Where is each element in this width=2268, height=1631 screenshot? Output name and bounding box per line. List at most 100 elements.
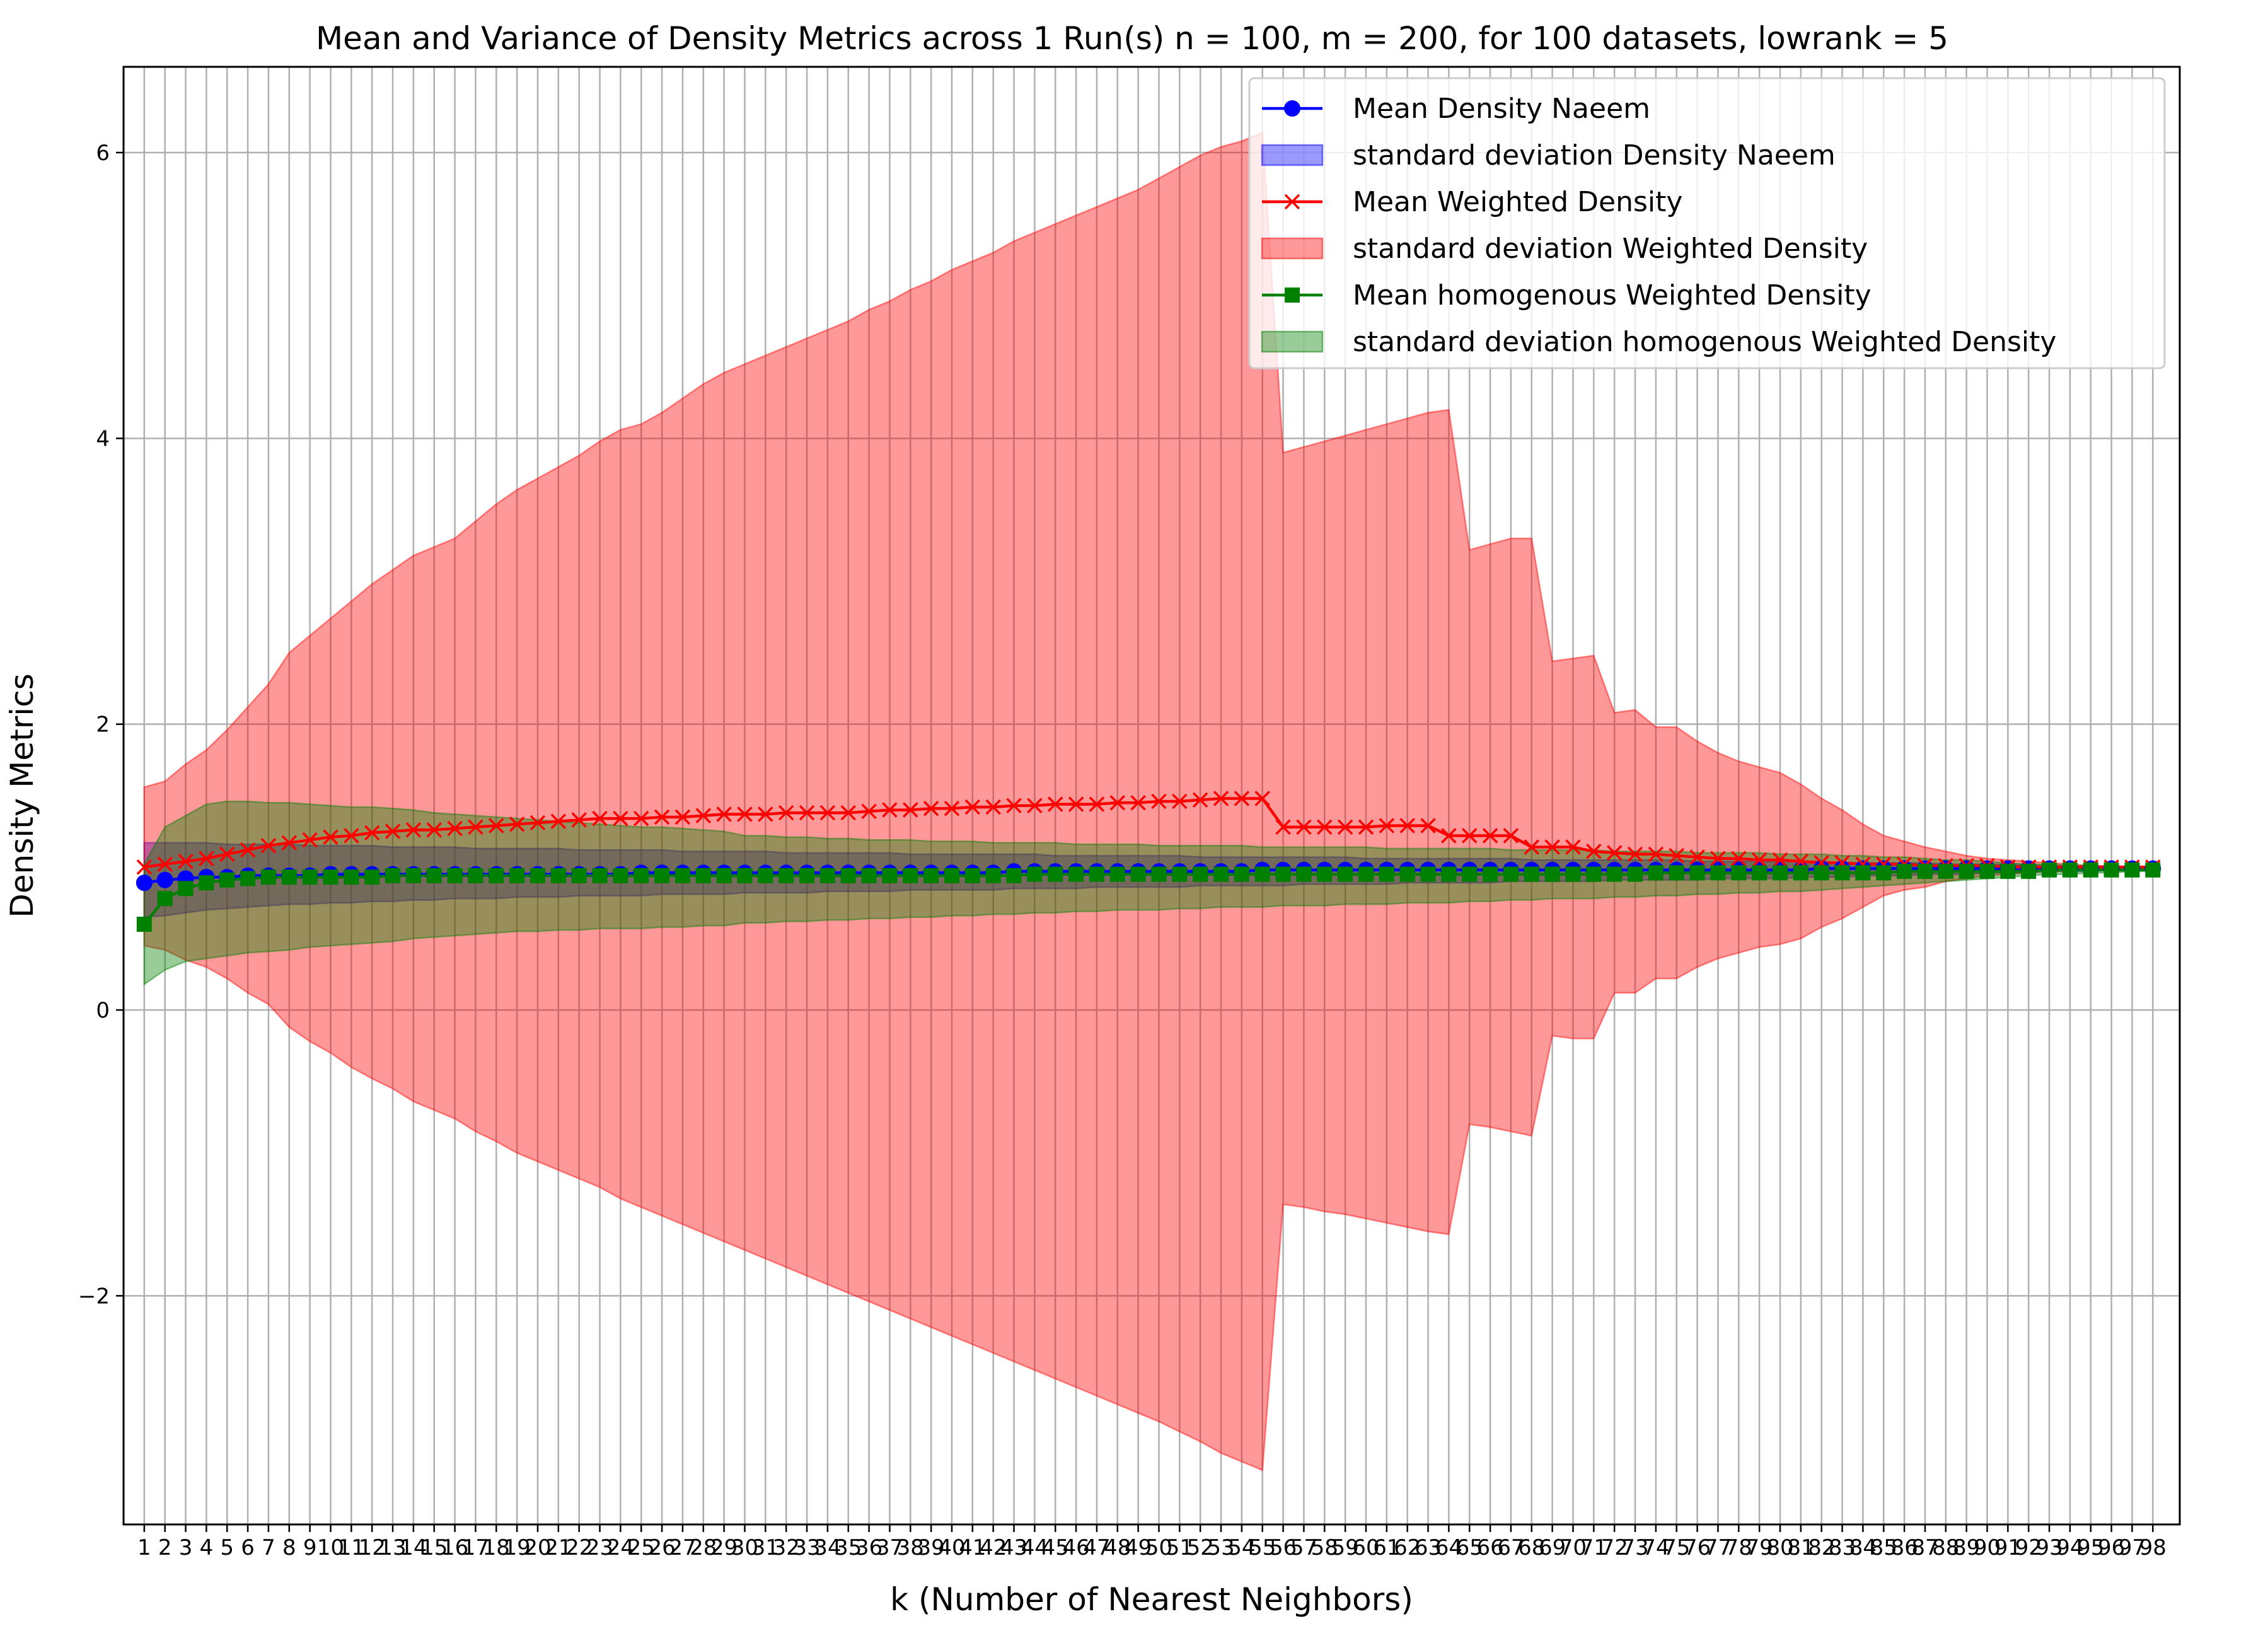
marker-square [1752, 865, 1768, 881]
marker-square [1068, 866, 1084, 882]
marker-square [882, 868, 898, 883]
x-tick-label: 40 [938, 1535, 965, 1560]
x-tick-label: 79 [1746, 1535, 1773, 1560]
x-tick-label: 37 [876, 1535, 903, 1560]
marker-square [1399, 866, 1415, 882]
x-tick-label: 12 [359, 1535, 386, 1560]
marker-square [1213, 866, 1229, 882]
marker-x [1689, 849, 1705, 865]
marker-x [1544, 839, 1560, 855]
x-tick-label: 47 [1083, 1535, 1110, 1560]
x-tick-label: 56 [1270, 1535, 1297, 1560]
marker-square [1607, 866, 1623, 882]
legend-label: Mean homogenous Weighted Density [1353, 279, 1872, 311]
x-tick-label: 51 [1166, 1535, 1193, 1560]
x-tick-label: 44 [1021, 1535, 1048, 1560]
y-axis-ticks: −2 0 2 4 6 [78, 141, 124, 1309]
x-tick-label: 93 [2035, 1535, 2063, 1560]
marker-square [903, 868, 918, 883]
x-tick-label: 11 [338, 1535, 365, 1560]
marker-x [1337, 819, 1353, 835]
y-tick-label: −2 [78, 1284, 110, 1309]
marker-square [634, 868, 649, 883]
marker-x [1399, 818, 1415, 833]
x-tick-label: 78 [1725, 1535, 1752, 1560]
x-tick-label: 96 [2098, 1535, 2125, 1560]
marker-x [1772, 852, 1788, 868]
legend-label: standard deviation Density Naeem [1353, 139, 1836, 171]
marker-square [1586, 866, 1602, 882]
marker-x [1751, 852, 1768, 868]
x-tick-label: 86 [1890, 1535, 1918, 1560]
marker-square [840, 868, 856, 883]
marker-square [1296, 866, 1312, 882]
marker-square [1358, 866, 1374, 882]
marker-square [1834, 865, 1850, 881]
marker-square [1958, 864, 1974, 879]
marker-circle [136, 874, 153, 891]
x-tick-label: 74 [1642, 1535, 1669, 1560]
legend-marker [1284, 194, 1300, 210]
marker-x [1254, 791, 1270, 806]
marker-x [1006, 798, 1022, 814]
marker-x [405, 822, 422, 838]
x-tick-label: 71 [1580, 1535, 1607, 1560]
x-tick-label: 73 [1621, 1535, 1648, 1560]
x-tick-label: 15 [420, 1535, 448, 1560]
series-markers [136, 791, 2161, 932]
marker-square [1338, 866, 1353, 882]
marker-square [281, 869, 297, 885]
marker-x [1358, 819, 1374, 835]
x-tick-label: 2 [158, 1535, 172, 1560]
marker-x [1296, 819, 1312, 835]
marker-circle [156, 871, 173, 888]
marker-square [1772, 865, 1788, 881]
x-tick-label: 39 [918, 1535, 945, 1560]
plot-frame [122, 66, 2181, 1526]
x-tick-label: 36 [855, 1535, 882, 1560]
marker-x [157, 856, 173, 873]
marker-x [1130, 795, 1146, 811]
marker-x [1420, 818, 1436, 833]
x-tick-label: 63 [1415, 1535, 1442, 1560]
x-tick-label: 14 [400, 1535, 427, 1560]
marker-x [613, 811, 628, 827]
legend-label: standard deviation Weighted Density [1353, 233, 1868, 265]
marker-x [447, 820, 463, 837]
y-tick-label: 6 [96, 141, 110, 166]
marker-square [405, 868, 421, 883]
x-tick-label: 46 [1062, 1535, 1089, 1560]
x-tick-label: 22 [565, 1535, 593, 1560]
marker-x [861, 803, 877, 820]
marker-x [219, 846, 235, 862]
marker-x [385, 823, 401, 839]
marker-square [1130, 866, 1146, 882]
x-tick-label: 13 [379, 1535, 406, 1560]
x-tick-label: 84 [1849, 1535, 1877, 1560]
marker-square [695, 868, 711, 883]
marker-square [758, 868, 773, 883]
x-tick-label: 5 [220, 1535, 234, 1560]
marker-square [302, 869, 318, 885]
x-tick-label: 31 [752, 1535, 779, 1560]
marker-square [799, 868, 815, 883]
marker-square [716, 868, 732, 883]
x-tick-label: 30 [731, 1535, 758, 1560]
x-tick-label: 1 [137, 1535, 151, 1560]
x-tick-label: 49 [1125, 1535, 1152, 1560]
marker-x [1606, 845, 1623, 861]
legend-label: Mean Density Naeem [1353, 93, 1650, 125]
marker-x [1151, 793, 1167, 810]
marker-x [1441, 828, 1457, 844]
x-tick-label: 28 [690, 1535, 717, 1560]
marker-square [1275, 866, 1291, 882]
x-tick-label: 27 [669, 1535, 696, 1560]
marker-square [1254, 866, 1270, 882]
x-tick-label: 59 [1332, 1535, 1359, 1560]
y-tick-label: 4 [96, 426, 110, 451]
x-tick-label: 62 [1394, 1535, 1421, 1560]
x-tick-label: 98 [2139, 1535, 2167, 1560]
marker-square [1193, 866, 1208, 882]
marker-x [1234, 791, 1250, 806]
